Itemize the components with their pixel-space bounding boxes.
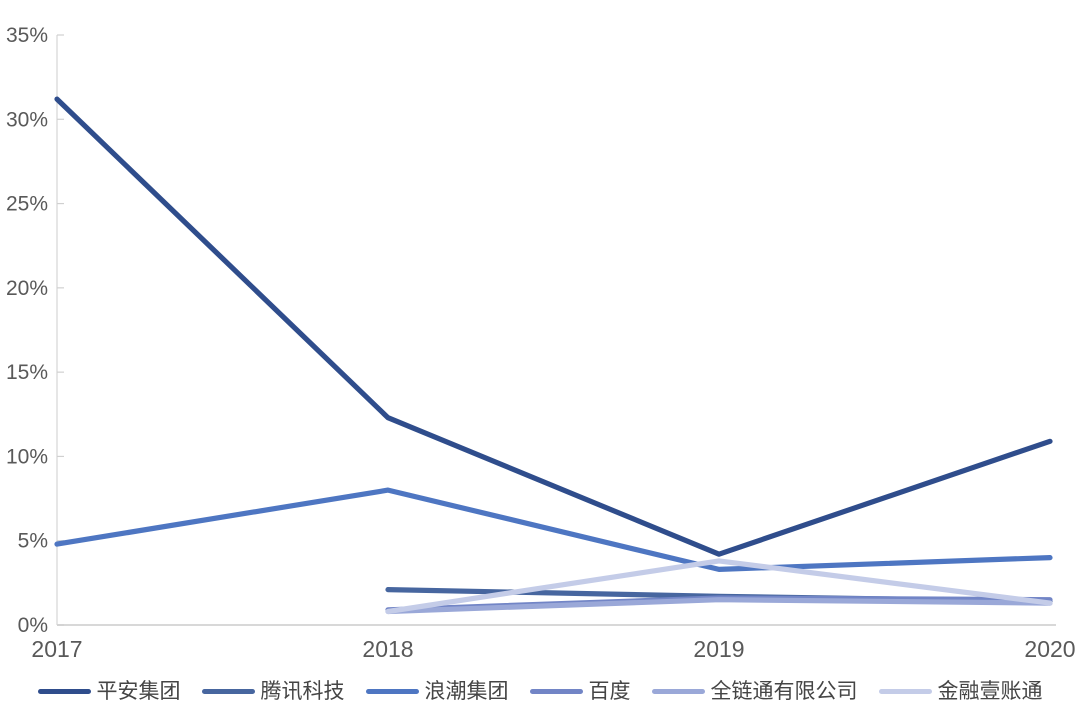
legend-swatch-baidu xyxy=(529,688,583,694)
legend-swatch-pingan xyxy=(37,688,91,694)
legend-label-tencent: 腾讯科技 xyxy=(260,679,345,703)
legend-swatch-tencent xyxy=(201,688,255,694)
legend-label-baidu: 百度 xyxy=(588,679,631,703)
legend-item-tencent: 腾讯科技 xyxy=(201,679,345,703)
y-tick-label: 35% xyxy=(6,24,48,47)
legend-item-inspur: 浪潮集团 xyxy=(365,679,509,703)
y-tick-label: 10% xyxy=(6,445,48,468)
x-tick-label: 2020 xyxy=(1024,636,1075,662)
legend-label-pingan: 平安集团 xyxy=(96,679,181,703)
legend: 平安集团 腾讯科技 浪潮集团 百度 全链通有限公司 金融壹账通 xyxy=(0,674,1080,708)
y-tick-label: 0% xyxy=(18,614,48,637)
x-tick-label: 2017 xyxy=(31,636,82,662)
legend-item-oneconnect: 金融壹账通 xyxy=(878,679,1043,703)
legend-item-pingan: 平安集团 xyxy=(37,679,181,703)
y-tick-label: 20% xyxy=(6,277,48,300)
legend-swatch-quanliantong xyxy=(651,688,705,694)
x-tick-label: 2018 xyxy=(362,636,413,662)
legend-label-quanliantong: 全链通有限公司 xyxy=(710,679,858,703)
series-line-inspur xyxy=(54,487,1053,572)
y-tick-label: 15% xyxy=(6,361,48,384)
y-tick-label: 30% xyxy=(6,108,48,131)
x-tick-label: 2019 xyxy=(693,636,744,662)
y-tick-label: 5% xyxy=(18,530,48,553)
legend-swatch-oneconnect xyxy=(878,688,932,694)
legend-item-quanliantong: 全链通有限公司 xyxy=(651,679,858,703)
legend-item-baidu: 百度 xyxy=(529,679,631,703)
legend-swatch-inspur xyxy=(365,688,419,694)
y-tick-label: 25% xyxy=(6,193,48,216)
series-line-pingan xyxy=(54,96,1053,557)
series-line-quanliantong xyxy=(385,597,1053,615)
series-line-oneconnect xyxy=(385,558,1053,615)
legend-label-inspur: 浪潮集团 xyxy=(424,679,509,703)
legend-label-oneconnect: 金融壹账通 xyxy=(937,679,1043,703)
